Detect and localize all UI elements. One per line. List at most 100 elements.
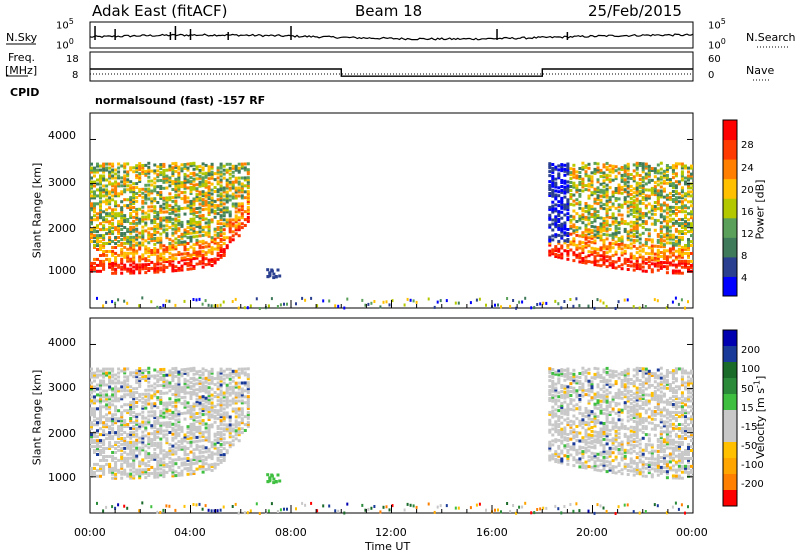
- power-cell: [186, 222, 190, 226]
- power-cell: [602, 221, 606, 224]
- power-cell: [90, 240, 93, 244]
- velocity-cell: [114, 464, 118, 468]
- power-cell: [614, 260, 618, 264]
- power-cell: [123, 218, 127, 222]
- velocity-cell: [123, 403, 127, 407]
- power-cell: [111, 261, 115, 265]
- velocity-cell: [159, 370, 163, 374]
- velocity-cell: [123, 437, 127, 440]
- power-cell: [638, 189, 642, 193]
- velocity-cell: [120, 446, 124, 450]
- power-cell: [99, 168, 102, 172]
- power-cell: [629, 192, 633, 196]
- power-cell: [156, 226, 160, 230]
- power-cell: [620, 177, 624, 181]
- velocity-cell: [234, 423, 238, 427]
- power-cell: [551, 188, 555, 192]
- power-cell: [147, 217, 151, 221]
- power-cell: [617, 221, 621, 225]
- power-cell: [129, 237, 133, 241]
- power-cell: [210, 208, 214, 212]
- power-cell: [159, 167, 163, 171]
- velocity-cell: [93, 439, 96, 443]
- power-cell: [246, 198, 250, 201]
- velocity-cell: [114, 409, 118, 413]
- power-cell: [668, 219, 672, 223]
- velocity-cell: [189, 406, 193, 410]
- power-cell: [684, 244, 687, 247]
- velocity-cell: [548, 385, 552, 389]
- velocity-cell: [150, 414, 154, 418]
- velocity-cell: [177, 380, 181, 384]
- power-cell: [228, 188, 232, 192]
- velocity-cell: [192, 384, 196, 388]
- velocity-cell: [412, 504, 415, 508]
- velocity-cell: [117, 371, 121, 375]
- power-cell: [138, 259, 142, 263]
- power-cell: [677, 210, 681, 214]
- velocity-cell: [156, 429, 160, 433]
- velocity-cell: [120, 452, 124, 456]
- power-cell: [207, 220, 211, 224]
- power-cell: [153, 217, 157, 221]
- power-cell: [102, 250, 106, 253]
- power-cell: [617, 237, 621, 241]
- power-cell: [674, 214, 678, 217]
- power-cell: [90, 230, 93, 234]
- power-cell: [168, 261, 172, 265]
- power-cell: [572, 217, 576, 221]
- power-cell: [684, 226, 687, 230]
- power-cell: [605, 213, 609, 217]
- power-cell: [225, 220, 229, 224]
- power-cell: [647, 170, 651, 174]
- power-cell: [93, 234, 96, 238]
- power-cell: [668, 241, 672, 245]
- power-cell: [141, 241, 145, 245]
- power-cell: [198, 216, 202, 220]
- power-cell: [668, 195, 672, 199]
- power-cell: [195, 173, 199, 177]
- velocity-cell: [114, 395, 118, 399]
- power-cell: [237, 226, 241, 230]
- power-cell: [671, 223, 675, 227]
- velocity-cell: [162, 411, 166, 415]
- power-cell: [680, 166, 684, 170]
- velocity-cell: [183, 461, 187, 465]
- velocity-cell: [132, 452, 136, 456]
- velocity-cell: [207, 392, 211, 396]
- velocity-cell: [126, 432, 130, 436]
- power-cell: [132, 249, 136, 253]
- power-cell: [617, 258, 621, 262]
- velocity-cell: [135, 442, 139, 446]
- power-cell: [156, 173, 160, 177]
- power-cell: [213, 261, 217, 265]
- power-cell: [677, 180, 681, 184]
- power-cell: [213, 239, 217, 243]
- velocity-cell: [566, 377, 570, 381]
- power-cell: [246, 176, 250, 180]
- velocity-cell: [180, 388, 184, 392]
- velocity-cell: [153, 410, 157, 414]
- power-cell: [647, 196, 651, 200]
- power-cell: [581, 207, 585, 211]
- velocity-cell: [147, 410, 151, 414]
- power-cell: [129, 216, 133, 219]
- power-cell: [674, 249, 678, 253]
- velocity-cell: [108, 427, 112, 431]
- power-cell: [171, 174, 175, 178]
- velocity-cell: [207, 390, 211, 394]
- velocity-cell: [204, 390, 208, 394]
- velocity-cell: [129, 409, 133, 413]
- velocity-cell: [108, 433, 112, 437]
- velocity-cell: [216, 462, 220, 466]
- power-cell: [219, 250, 223, 253]
- power-cell: [99, 269, 102, 273]
- velocity-cell: [554, 412, 558, 416]
- power-cell: [687, 184, 690, 188]
- velocity-cell: [204, 376, 208, 380]
- power-cell: [129, 198, 133, 202]
- velocity-cell: [216, 438, 220, 442]
- velocity-cell: [234, 421, 238, 425]
- power-cell: [96, 218, 99, 222]
- power-cell: [575, 247, 579, 251]
